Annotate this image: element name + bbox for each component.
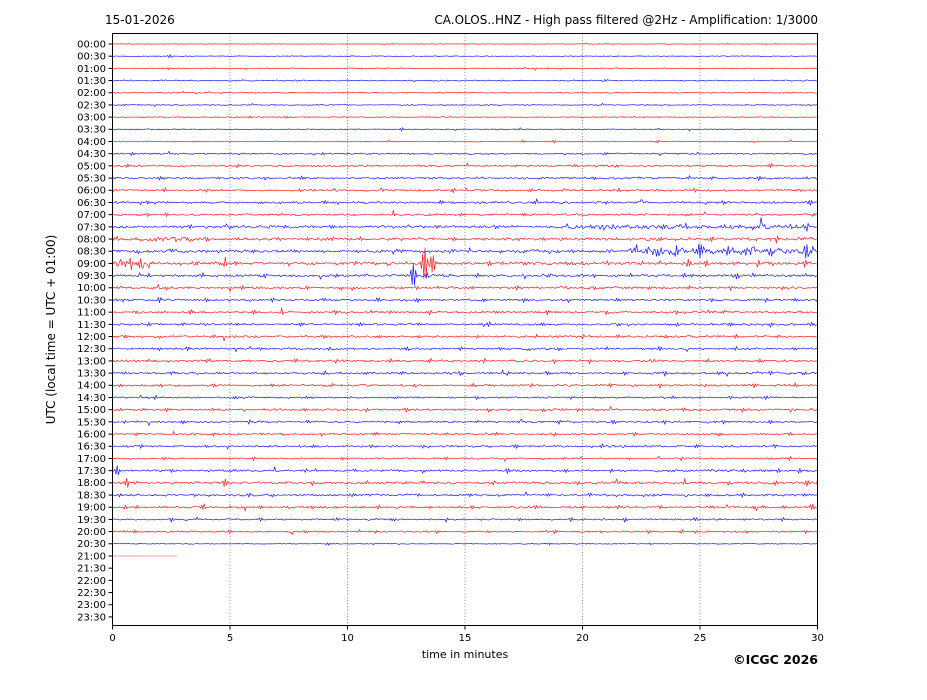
y-tick-label-19:30: 19:30 [77, 515, 106, 526]
y-tick-label-08:00: 08:00 [77, 234, 106, 245]
seismic-trace-00:30 [113, 55, 818, 58]
y-tick-label-01:00: 01:00 [77, 64, 106, 75]
station-title: CA.OLOS..HNZ - High pass filtered @2Hz -… [434, 13, 818, 27]
seismic-trace-16:30 [113, 444, 818, 449]
seismic-trace-14:00 [113, 383, 818, 388]
y-tick-label-02:30: 02:30 [77, 100, 106, 111]
y-tick-label-08:30: 08:30 [77, 247, 106, 258]
seismic-trace-13:00 [113, 358, 818, 364]
copyright-label: ©ICGC 2026 [733, 652, 818, 667]
y-tick-label-20:30: 20:30 [77, 539, 106, 550]
y-tick-label-09:00: 09:00 [77, 259, 106, 270]
y-tick-label-10:30: 10:30 [77, 295, 106, 306]
y-tick-label-15:30: 15:30 [77, 417, 106, 428]
y-tick-label-09:30: 09:30 [77, 271, 106, 282]
y-tick-label-06:30: 06:30 [77, 198, 106, 209]
seismic-trace-16:00 [113, 431, 818, 436]
y-tick-label-13:00: 13:00 [77, 356, 106, 367]
y-tick-label-21:00: 21:00 [77, 551, 106, 562]
seismic-trace-03:00 [113, 116, 818, 118]
y-tick-label-03:30: 03:30 [77, 125, 106, 136]
y-tick-label-16:00: 16:00 [77, 429, 106, 440]
seismic-trace-09:30 [113, 264, 818, 285]
y-tick-label-19:00: 19:00 [77, 503, 106, 514]
x-tick-label-10: 10 [341, 633, 354, 644]
y-tick-label-22:30: 22:30 [77, 588, 106, 599]
y-tick-label-16:30: 16:30 [77, 442, 106, 453]
y-tick-label-05:30: 05:30 [77, 173, 106, 184]
y-tick-label-23:30: 23:30 [77, 612, 106, 623]
x-tick-label-30: 30 [811, 633, 824, 644]
seismic-trace-17:00 [113, 456, 818, 461]
y-tick-label-14:30: 14:30 [77, 393, 106, 404]
y-tick-label-04:30: 04:30 [77, 149, 106, 160]
y-tick-label-00:00: 00:00 [77, 39, 106, 50]
y-tick-label-21:30: 21:30 [77, 564, 106, 575]
y-tick-label-10:00: 10:00 [77, 283, 106, 294]
y-tick-label-18:30: 18:30 [77, 490, 106, 501]
seismic-trace-18:00 [113, 478, 818, 487]
seismic-trace-05:30 [113, 176, 818, 181]
y-tick-label-02:00: 02:00 [77, 88, 106, 99]
seismic-trace-01:30 [113, 80, 818, 82]
seismic-trace-06:00 [113, 188, 818, 193]
y-tick-label-17:30: 17:30 [77, 466, 106, 477]
seismic-trace-03:30 [113, 128, 818, 132]
x-tick-label-5: 5 [227, 633, 233, 644]
y-tick-label-06:00: 06:00 [77, 186, 106, 197]
seismic-trace-17:30 [113, 466, 818, 475]
y-tick-label-01:30: 01:30 [77, 76, 106, 87]
y-axis-title: UTC (local time = UTC + 01:00) [44, 235, 58, 425]
y-tick-label-18:00: 18:00 [77, 478, 106, 489]
y-tick-label-14:00: 14:00 [77, 381, 106, 392]
y-tick-label-20:00: 20:00 [77, 527, 106, 538]
x-axis-title: time in minutes [422, 648, 509, 661]
y-tick-label-04:00: 04:00 [77, 137, 106, 148]
y-tick-label-03:00: 03:00 [77, 113, 106, 124]
seismic-trace-10:30 [113, 298, 818, 303]
y-tick-label-00:30: 00:30 [77, 52, 106, 63]
seismic-trace-08:30 [113, 244, 818, 258]
y-tick-label-12:30: 12:30 [77, 344, 106, 355]
seismic-trace-05:00 [113, 163, 818, 168]
y-tick-label-05:00: 05:00 [77, 161, 106, 172]
y-tick-label-17:00: 17:00 [77, 454, 106, 465]
y-tick-label-11:30: 11:30 [77, 320, 106, 331]
seismic-trace-19:30 [113, 517, 818, 522]
seismic-trace-06:30 [113, 199, 818, 206]
seismic-trace-02:30 [113, 103, 818, 106]
y-tick-label-23:00: 23:00 [77, 600, 106, 611]
y-tick-label-07:00: 07:00 [77, 210, 106, 221]
y-tick-label-12:00: 12:00 [77, 332, 106, 343]
x-tick-label-15: 15 [459, 633, 472, 644]
y-tick-label-11:00: 11:00 [77, 308, 106, 319]
gridlines [230, 34, 700, 626]
x-tick-label-25: 25 [694, 633, 707, 644]
y-tick-label-15:00: 15:00 [77, 405, 106, 416]
y-tick-label-22:00: 22:00 [77, 576, 106, 587]
date-title: 15-01-2026 [105, 13, 175, 27]
x-tick-label-20: 20 [576, 633, 589, 644]
y-tick-label-13:30: 13:30 [77, 369, 106, 380]
y-tick-label-07:30: 07:30 [77, 222, 106, 233]
x-tick-label-0: 0 [109, 633, 115, 644]
